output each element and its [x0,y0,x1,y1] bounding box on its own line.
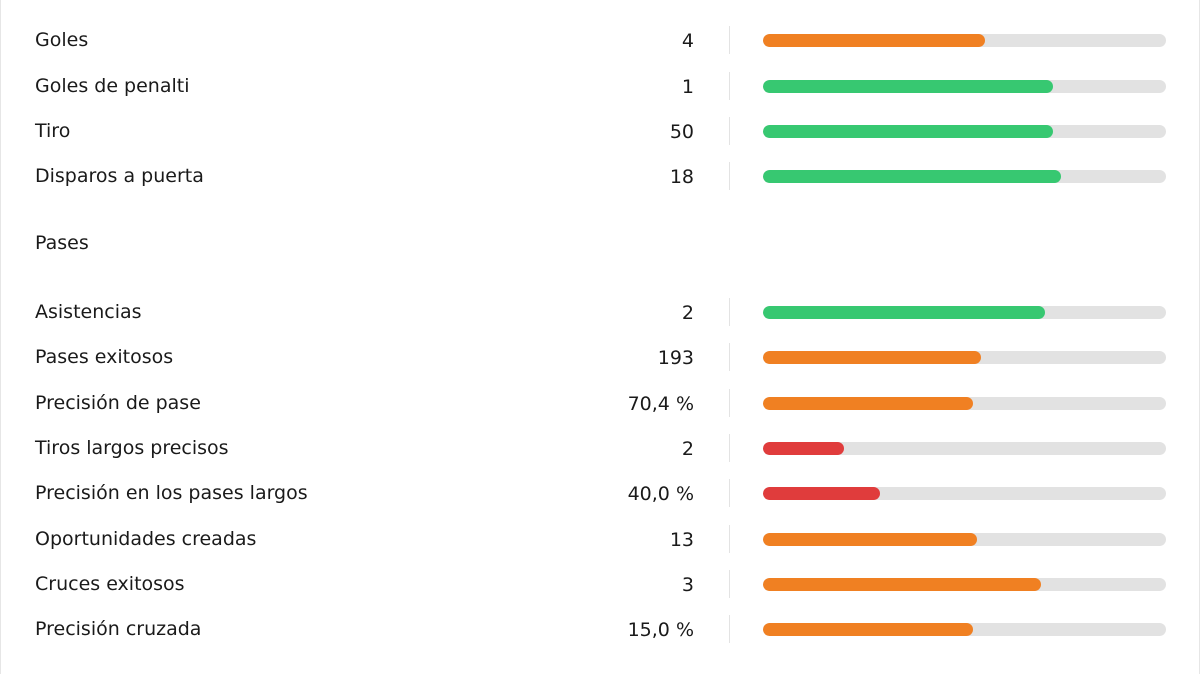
stat-row-precision-pases-largos: Precisión en los pases largos 40,0 % [0,473,1200,513]
column-divider [729,479,730,507]
stat-row-tiros-largos-precisos: Tiros largos precisos 2 [0,428,1200,468]
column-divider [729,117,730,145]
section-title-pases: Pases [35,232,89,254]
stat-row-pases-exitosos: Pases exitosos 193 [0,337,1200,377]
stat-value: 193 [657,347,694,369]
percentile-bar-track [763,80,1166,93]
percentile-bar-track [763,623,1166,636]
column-divider [729,615,730,643]
stat-value: 70,4 % [627,393,694,415]
stat-label: Goles [35,29,89,51]
percentile-bar-track [763,442,1166,455]
column-divider [729,434,730,462]
stat-label: Tiro [35,120,71,142]
percentile-bar-fill [763,487,880,500]
percentile-bar-track [763,34,1166,47]
stat-row-asistencias: Asistencias 2 [0,292,1200,332]
percentile-bar-fill [763,80,1053,93]
percentile-bar-fill [763,170,1061,183]
stat-value: 1 [681,76,694,98]
column-divider [729,525,730,553]
column-divider [729,162,730,190]
stat-value: 2 [681,438,694,460]
stat-value: 13 [669,529,694,551]
stat-value: 40,0 % [627,483,694,505]
percentile-bar-track [763,170,1166,183]
stat-row-disparos-a-puerta: Disparos a puerta 18 [0,156,1200,196]
percentile-bar-track [763,351,1166,364]
percentile-bar-track [763,306,1166,319]
stat-label: Asistencias [35,301,142,323]
percentile-bar-fill [763,351,981,364]
column-divider [729,72,730,100]
percentile-bar-track [763,125,1166,138]
column-divider [729,389,730,417]
percentile-bar-fill [763,306,1045,319]
stat-value: 3 [681,574,694,596]
stat-row-precision-de-pase: Precisión de pase 70,4 % [0,383,1200,423]
stat-row-cruces-exitosos: Cruces exitosos 3 [0,564,1200,604]
stat-row-goles-de-penalti: Goles de penalti 1 [0,66,1200,106]
percentile-bar-fill [763,442,844,455]
stat-value: 4 [681,30,694,52]
stat-label: Precisión cruzada [35,618,202,640]
percentile-bar-fill [763,623,973,636]
percentile-bar-fill [763,397,973,410]
percentile-bar-track [763,533,1166,546]
stat-row-goles: Goles 4 [0,20,1200,60]
stat-row-precision-cruzada: Precisión cruzada 15,0 % [0,609,1200,649]
stat-label: Tiros largos precisos [35,437,229,459]
percentile-bar-fill [763,125,1053,138]
stat-row-tiro: Tiro 50 [0,111,1200,151]
stat-row-oportunidades-creadas: Oportunidades creadas 13 [0,519,1200,559]
percentile-bar-track [763,487,1166,500]
percentile-bar-fill [763,533,977,546]
stat-label: Disparos a puerta [35,165,204,187]
column-divider [729,343,730,371]
column-divider [729,570,730,598]
stat-value: 18 [669,166,694,188]
stat-label: Cruces exitosos [35,573,185,595]
percentile-bar-fill [763,578,1041,591]
stat-label: Pases exitosos [35,346,174,368]
percentile-bar-fill [763,34,985,47]
stat-value: 50 [669,121,694,143]
stat-label: Oportunidades creadas [35,528,257,550]
column-divider [729,26,730,54]
stat-label: Precisión en los pases largos [35,482,308,504]
stat-value: 2 [681,302,694,324]
stat-label: Goles de penalti [35,75,190,97]
stat-value: 15,0 % [627,619,694,641]
percentile-bar-track [763,397,1166,410]
column-divider [729,298,730,326]
percentile-bar-track [763,578,1166,591]
stat-label: Precisión de pase [35,392,201,414]
panel-left-border [0,0,1,674]
